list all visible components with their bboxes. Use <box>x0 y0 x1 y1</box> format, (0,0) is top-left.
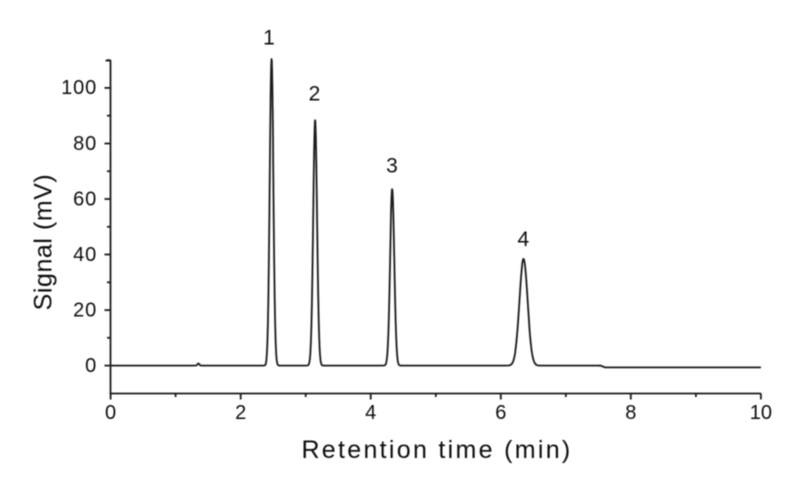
svg-text:60: 60 <box>73 188 97 210</box>
svg-text:20: 20 <box>73 299 97 321</box>
svg-text:2: 2 <box>309 83 321 106</box>
svg-text:4: 4 <box>517 228 529 251</box>
svg-text:2: 2 <box>235 402 246 424</box>
svg-text:4: 4 <box>365 402 376 424</box>
svg-text:100: 100 <box>61 77 97 99</box>
svg-text:80: 80 <box>73 133 97 155</box>
svg-text:6: 6 <box>495 402 506 424</box>
svg-text:10: 10 <box>750 402 772 424</box>
svg-text:8: 8 <box>625 402 636 424</box>
svg-text:3: 3 <box>386 154 398 177</box>
svg-text:1: 1 <box>263 27 275 50</box>
svg-text:0: 0 <box>105 402 116 424</box>
svg-text:40: 40 <box>73 244 97 266</box>
svg-text:Signal (mV): Signal (mV) <box>30 174 58 311</box>
svg-text:Retention time (min): Retention time (min) <box>301 436 572 464</box>
svg-text:0: 0 <box>85 355 97 377</box>
